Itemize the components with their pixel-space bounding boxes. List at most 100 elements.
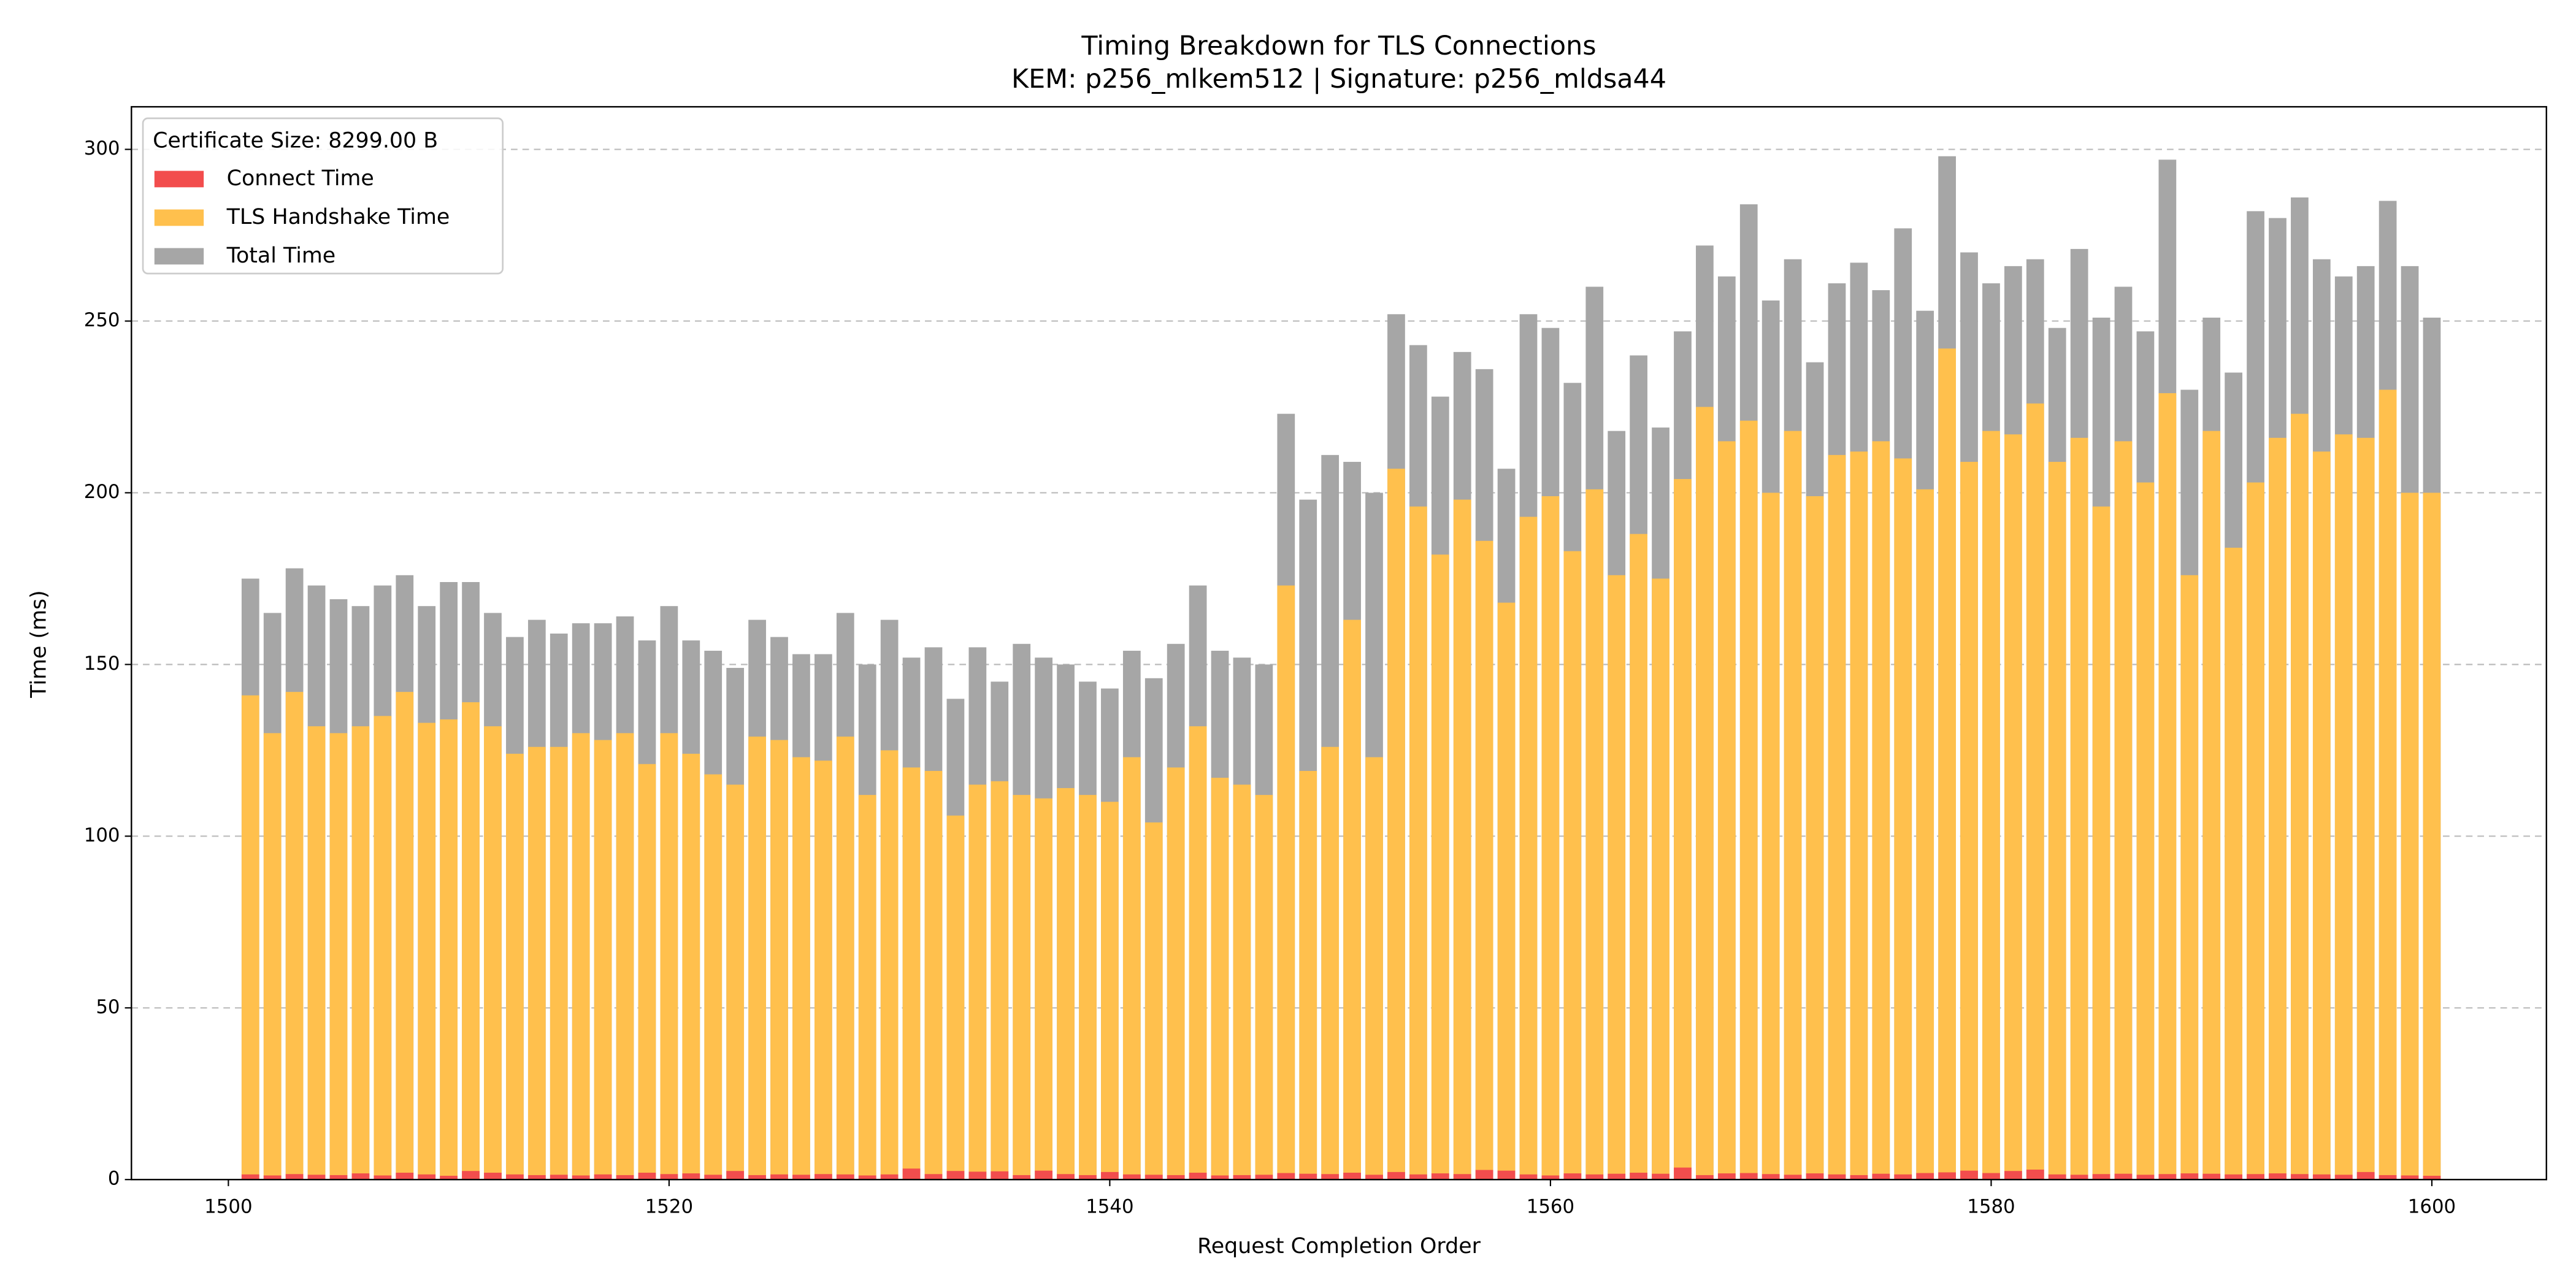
bar [484,1173,502,1180]
bar [440,719,458,1180]
bar [1872,441,1890,1180]
bar [594,740,612,1180]
bar [726,1171,745,1180]
bar [2048,462,2066,1180]
bar [1652,1173,1669,1180]
bar [792,1175,810,1180]
bar [1365,1175,1383,1180]
bar [550,746,568,1180]
bar [1982,431,2000,1180]
bar [2180,575,2199,1180]
bar [329,733,348,1180]
bar [946,1171,965,1180]
bar [418,723,436,1180]
bar [836,1174,854,1180]
bar [462,1171,480,1180]
bar [1211,778,1229,1180]
x-tick-label: 1600 [2408,1195,2456,1217]
bar [2423,1176,2441,1180]
y-tick-label: 200 [84,481,120,503]
bar [374,716,392,1180]
bar [1806,1173,1824,1180]
bar [1189,726,1207,1180]
bar [1387,469,1405,1180]
bar [2202,431,2221,1180]
bar [2291,413,2309,1180]
bar [2114,1173,2133,1180]
bar [329,1175,348,1180]
bar [2269,437,2287,1180]
bar [307,726,326,1180]
bar [1982,1173,2000,1180]
bar [527,746,546,1180]
bar [1696,1175,1714,1180]
bar [1960,1170,1978,1180]
bar [1497,602,1516,1180]
bar [263,1175,282,1180]
bar [2312,1174,2331,1180]
bar [1299,770,1317,1180]
y-tick-label: 0 [108,1168,120,1190]
bar [2312,451,2331,1180]
bar [616,733,634,1180]
bar [1761,1174,1780,1180]
bar [1057,1174,1075,1180]
bar [2092,506,2110,1180]
bar [1806,496,1824,1180]
bar [374,1175,392,1180]
bar [1387,1171,1405,1180]
bar [1519,516,1538,1180]
bar [1608,575,1626,1180]
y-tick-label: 150 [84,653,120,675]
bar [2225,1174,2243,1180]
y-axis-label: Time (ms) [26,590,51,698]
bar [2026,1169,2044,1180]
bar [1233,1175,1251,1180]
bar [2401,493,2419,1180]
bar [1563,1173,1582,1180]
bar [351,1173,370,1180]
bar [2136,1175,2155,1180]
bar [1211,1175,1229,1180]
x-tick-label: 1520 [645,1195,693,1217]
bar [2379,389,2397,1180]
bar [902,1168,921,1180]
bar [968,784,987,1180]
bar [285,1174,304,1180]
bar [638,764,656,1180]
bar [263,733,282,1180]
bar [1299,1173,1317,1180]
bar [1277,1173,1295,1180]
bar [1233,784,1251,1180]
bar [1343,619,1361,1180]
bar [1894,458,1912,1180]
bar [1916,489,1934,1180]
bar [2136,482,2155,1180]
bar [2334,434,2353,1180]
bar [1674,1167,1692,1180]
bar [991,1171,1009,1180]
bar [726,784,745,1180]
bar [527,1175,546,1180]
bar [1255,795,1273,1180]
legend: Certificate Size: 8299.00 B Connect Time T… [142,117,504,275]
bar [572,733,590,1180]
bar [2379,1175,2397,1180]
bar [1453,499,1471,1180]
bar [638,1173,656,1180]
bar [1608,1173,1626,1180]
bar [2180,1173,2199,1180]
y-tick-label: 100 [84,824,120,846]
legend-label: TLS Handshake Time [226,205,450,229]
bar [1938,1172,1956,1180]
bar [2092,1174,2110,1180]
bar [1122,757,1141,1180]
bar [241,1174,259,1180]
bar [1101,802,1119,1180]
bar [351,726,370,1180]
bar [1101,1171,1119,1180]
bar [2026,403,2044,1180]
bar [594,1174,612,1180]
bar [1343,1173,1361,1180]
bar [241,695,259,1180]
